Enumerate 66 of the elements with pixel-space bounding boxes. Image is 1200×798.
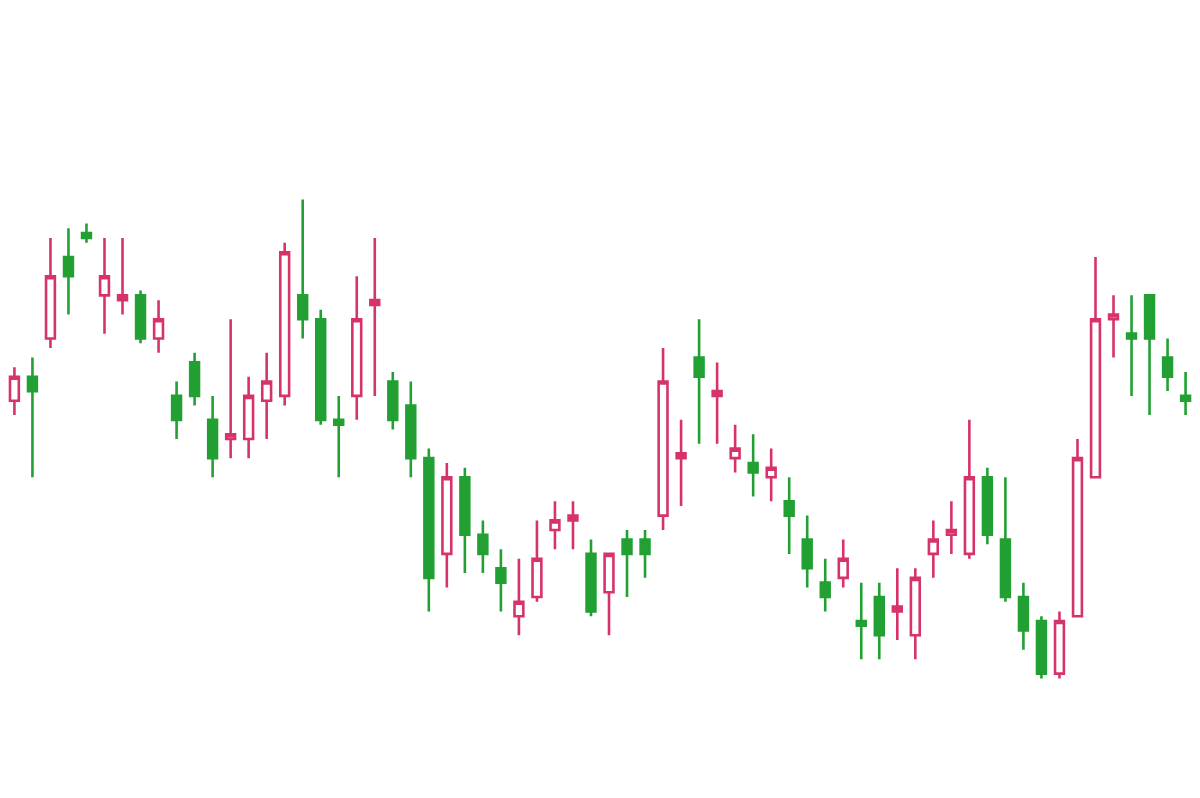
candlestick xyxy=(801,514,813,589)
candlestick xyxy=(441,461,453,589)
candlestick xyxy=(1107,294,1120,359)
candlestick xyxy=(1143,294,1156,417)
candlestick xyxy=(351,274,363,422)
candlestick xyxy=(999,476,1012,604)
candlestick xyxy=(693,317,705,446)
candlestick xyxy=(315,308,327,426)
candlestick xyxy=(206,394,219,479)
candlestick xyxy=(477,519,489,575)
candlestick xyxy=(26,356,39,479)
candlestick xyxy=(711,361,723,446)
candlestick xyxy=(80,222,93,244)
candlestick xyxy=(1035,614,1048,680)
candlestick xyxy=(747,432,759,498)
candlestick xyxy=(639,528,651,580)
candlestick xyxy=(44,236,57,350)
candlestick xyxy=(134,289,147,345)
candlestick xyxy=(423,447,435,613)
candlestick xyxy=(260,351,273,441)
candlestick xyxy=(116,236,129,316)
candlestick xyxy=(1125,294,1138,398)
candlestick xyxy=(296,198,309,340)
candlestick xyxy=(387,370,399,431)
candlestick xyxy=(549,499,561,551)
candlestick xyxy=(891,566,904,642)
candlestick xyxy=(873,581,885,661)
candlestick xyxy=(8,365,21,417)
candlestick xyxy=(513,557,525,637)
candlestick xyxy=(981,466,994,546)
candlestick xyxy=(1179,370,1192,417)
candlestick xyxy=(459,466,471,575)
candlestick xyxy=(1053,610,1066,680)
candlestick xyxy=(657,346,669,532)
candlestick xyxy=(405,380,417,479)
candlestick xyxy=(603,552,615,637)
candlestick xyxy=(242,375,255,460)
candlestick xyxy=(945,499,958,556)
candlestick xyxy=(495,547,507,613)
candlestick xyxy=(1071,437,1084,618)
candlestick xyxy=(927,519,940,580)
candlestick xyxy=(62,227,75,316)
candlestick xyxy=(675,418,687,508)
candlestick xyxy=(152,298,165,355)
candlestick xyxy=(170,380,183,441)
candlestick xyxy=(909,566,922,661)
candlestick xyxy=(621,528,633,599)
candlestick xyxy=(1017,581,1030,651)
candlestick xyxy=(531,519,543,604)
candlestick xyxy=(278,241,291,407)
candlestick xyxy=(333,394,345,479)
candlestick xyxy=(585,538,597,618)
candlestick xyxy=(369,236,381,398)
candlestick xyxy=(855,581,867,661)
candlestick xyxy=(188,351,201,407)
candlestick xyxy=(98,236,111,335)
candlestick xyxy=(765,447,777,503)
candlestick xyxy=(1089,255,1102,479)
candlestick xyxy=(567,499,579,551)
candlestick xyxy=(819,557,831,613)
candlestick xyxy=(224,317,237,460)
candlestick xyxy=(963,418,976,561)
candlestick xyxy=(729,423,741,474)
candlestick xyxy=(1161,337,1174,393)
candlestick xyxy=(783,476,795,556)
candlestick xyxy=(837,538,849,589)
